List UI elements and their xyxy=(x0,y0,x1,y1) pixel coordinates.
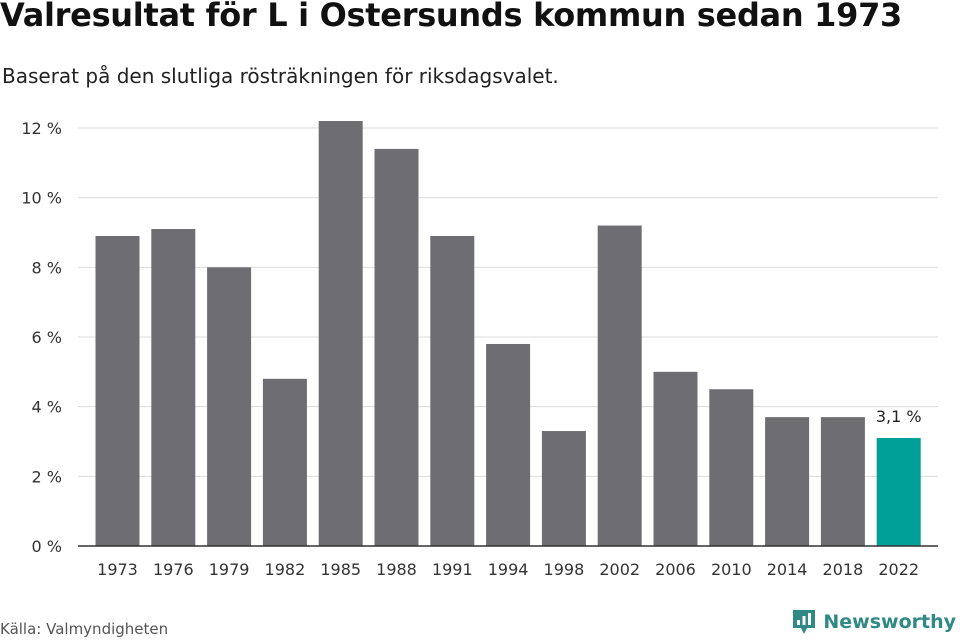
bar-1998 xyxy=(541,431,586,546)
y-tick-label: 0 % xyxy=(32,537,62,556)
x-tick-label: 1976 xyxy=(153,560,194,579)
x-tick-label: 1994 xyxy=(488,560,529,579)
brand-name: Newsworthy xyxy=(823,611,956,633)
brand-logo: Newsworthy xyxy=(791,608,956,636)
x-tick-label: 1985 xyxy=(320,560,361,579)
x-tick-label: 1998 xyxy=(544,560,585,579)
x-tick-label: 2018 xyxy=(823,560,864,579)
x-tick-label: 1982 xyxy=(265,560,306,579)
y-tick-label: 2 % xyxy=(32,467,62,486)
bar-2018 xyxy=(820,417,865,546)
bars xyxy=(95,121,921,547)
bar-1973 xyxy=(95,235,140,546)
bar-chart: 0 % 2 % 4 % 6 % 8 % 10 % 12 % 1973 1976 1979 1982… xyxy=(21,119,938,579)
bar-2002 xyxy=(597,225,642,547)
x-tick-label: 1979 xyxy=(209,560,250,579)
x-tick-label: 2006 xyxy=(655,560,696,579)
bar-2022 xyxy=(876,438,921,546)
y-axis-tick-labels: 0 % 2 % 4 % 6 % 8 % 10 % 12 % xyxy=(21,119,62,556)
x-axis-tick-labels: 1973 1976 1979 1982 1985 1988 1991 1994 1998 2002… xyxy=(97,560,919,579)
bar-1982 xyxy=(262,378,307,546)
y-tick-label: 4 % xyxy=(32,398,62,417)
bar-1976 xyxy=(151,229,196,546)
y-tick-label: 6 % xyxy=(32,328,62,347)
bar-1985 xyxy=(318,121,363,547)
x-tick-label: 1973 xyxy=(97,560,138,579)
y-tick-label: 8 % xyxy=(32,258,62,277)
bar-1991 xyxy=(430,235,475,546)
x-tick-label: 1991 xyxy=(432,560,473,579)
bar-1979 xyxy=(207,267,252,546)
bar-2010 xyxy=(709,389,754,546)
bar-2014 xyxy=(765,417,810,546)
y-tick-label: 12 % xyxy=(21,119,62,138)
x-tick-label: 1988 xyxy=(376,560,417,579)
chart-subtitle: Baserat på den slutliga rösträkningen fö… xyxy=(2,64,559,88)
bar-1994 xyxy=(486,343,531,546)
data-labels: 3,1 % xyxy=(876,407,922,426)
x-tick-label: 2022 xyxy=(878,560,919,579)
y-tick-label: 10 % xyxy=(21,189,62,208)
newsworthy-logo-icon xyxy=(793,610,816,634)
chart-title: Valresultat för L i Östersunds kommun se… xyxy=(0,0,903,34)
data-label: 3,1 % xyxy=(876,407,922,426)
bar-2006 xyxy=(653,371,698,546)
x-tick-label: 2010 xyxy=(711,560,752,579)
source-note: Källa: Valmyndigheten xyxy=(0,620,169,638)
x-tick-label: 2014 xyxy=(767,560,808,579)
x-tick-label: 2002 xyxy=(599,560,640,579)
bar-1988 xyxy=(374,148,419,546)
